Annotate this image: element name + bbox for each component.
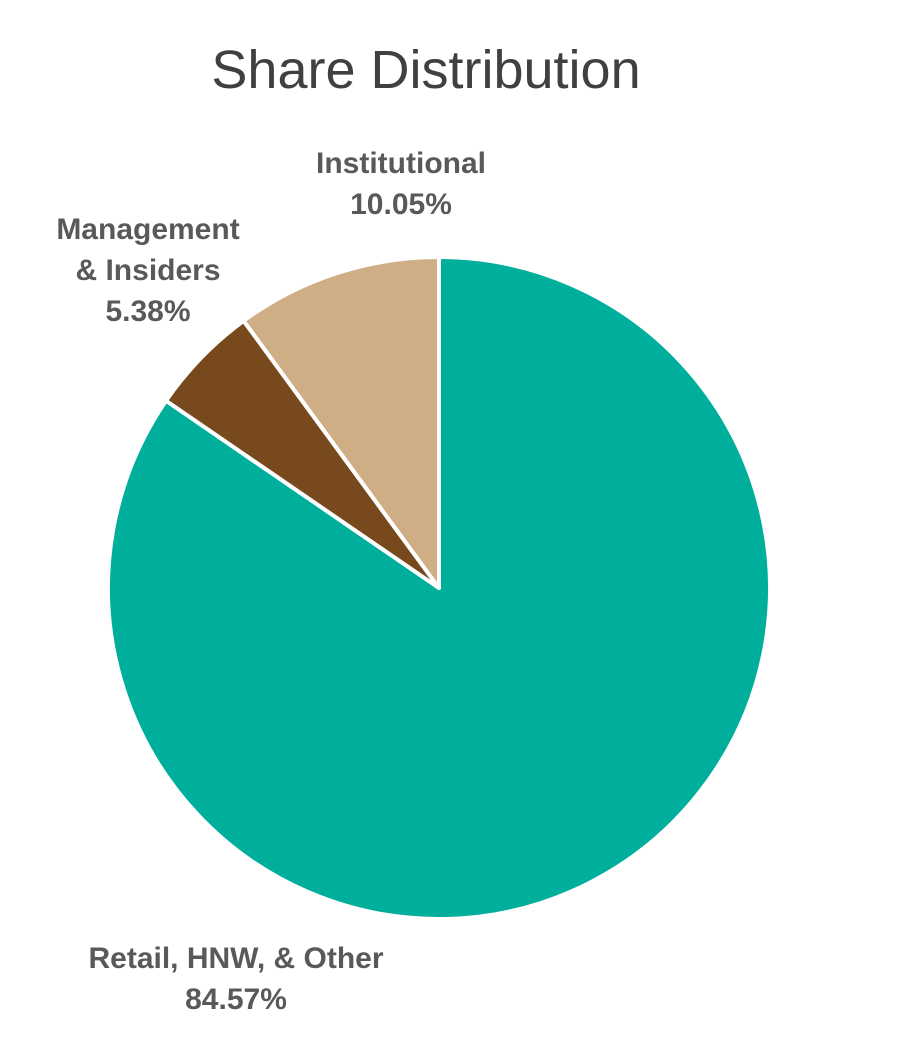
slice-label-management: Management & Insiders 5.38%	[56, 209, 239, 332]
slice-label-value: 5.38%	[105, 295, 191, 328]
slice-label-value: 10.05%	[350, 188, 452, 221]
chart-title: Share Distribution	[211, 40, 641, 100]
slice-label-name: Management	[56, 213, 240, 246]
slice-label-institutional: Institutional 10.05%	[316, 143, 486, 225]
pie-slice-institutional	[241, 255, 441, 590]
slice-label-name: & Insiders	[75, 254, 221, 287]
slice-label-name: Institutional	[316, 147, 486, 180]
slice-label-value: 84.57%	[185, 983, 287, 1016]
slice-label-name: Retail, HNW, & Other	[88, 942, 384, 975]
slice-label-retail: Retail, HNW, & Other 84.57%	[88, 938, 383, 1020]
pie-slices	[106, 255, 772, 921]
